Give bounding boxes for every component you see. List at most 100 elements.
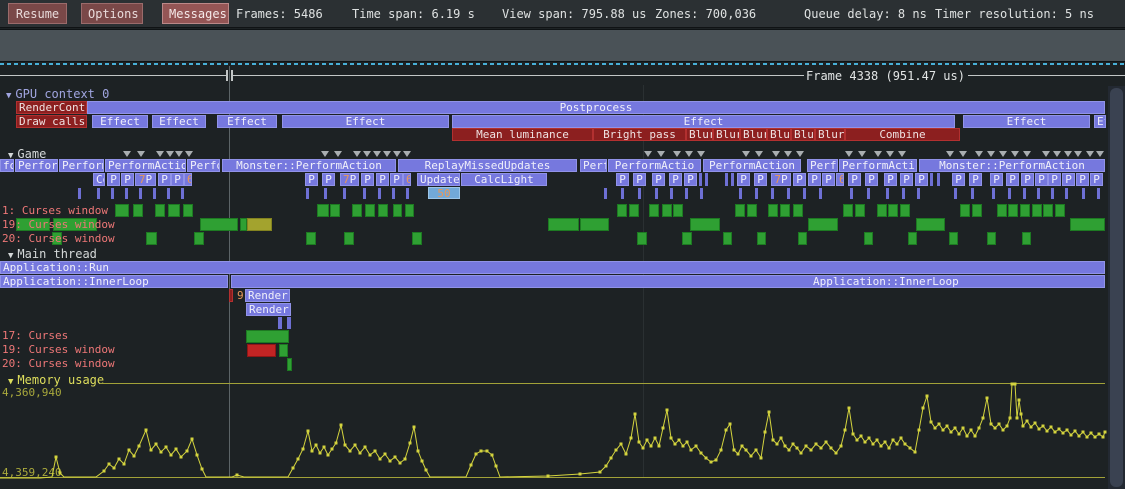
message-marker-icon[interactable]	[673, 151, 681, 157]
zone[interactable]: P	[1076, 173, 1089, 186]
fiber-zone[interactable]	[1032, 204, 1042, 217]
fiber-zone[interactable]	[1008, 204, 1018, 217]
fiber-zone[interactable]	[808, 218, 838, 231]
collapsed-zone-tick[interactable]	[229, 289, 233, 302]
collapsed-zone-tick[interactable]	[699, 173, 702, 186]
zone[interactable]: Effect	[282, 115, 449, 128]
fiber-zone[interactable]	[1055, 204, 1065, 217]
zone[interactable]: P	[808, 173, 821, 186]
zone[interactable]: CalcLight	[461, 173, 547, 186]
zone[interactable]: P	[376, 173, 389, 186]
collapsed-zone-tick[interactable]	[278, 317, 282, 329]
message-marker-icon[interactable]	[1053, 151, 1061, 157]
message-marker-icon[interactable]	[393, 151, 401, 157]
message-marker-icon[interactable]	[755, 151, 763, 157]
collapsed-zone-tick[interactable]	[378, 188, 381, 199]
collapsed-zone-tick[interactable]	[1097, 188, 1100, 199]
zone[interactable]: P	[952, 173, 965, 186]
collapsed-zone-tick[interactable]	[139, 188, 142, 199]
zone[interactable]: PerformActio	[608, 159, 701, 172]
collapsed-zone-tick[interactable]	[731, 173, 734, 186]
fiber-zone[interactable]	[1070, 218, 1105, 231]
zone[interactable]: PerformActior	[105, 159, 186, 172]
message-marker-icon[interactable]	[1086, 151, 1094, 157]
message-marker-icon[interactable]	[1023, 151, 1031, 157]
collapsed-zone-tick[interactable]	[604, 188, 607, 199]
zone[interactable]: 7P	[135, 173, 156, 186]
zone[interactable]: P	[793, 173, 806, 186]
collapsed-zone-tick[interactable]	[655, 188, 658, 199]
zone[interactable]: P	[969, 173, 982, 186]
zone[interactable]: 7P	[771, 173, 791, 186]
ruler-line[interactable]	[233, 75, 804, 76]
collapsed-zone-tick[interactable]	[97, 188, 100, 199]
collapsed-zone-tick[interactable]	[685, 188, 688, 199]
zone[interactable]: P	[1006, 173, 1019, 186]
fiber-zone[interactable]	[548, 218, 579, 231]
collapsed-zone-tick[interactable]	[111, 188, 114, 199]
collapsed-zone-tick[interactable]	[803, 188, 806, 199]
message-marker-icon[interactable]	[946, 151, 954, 157]
ruler-line[interactable]	[968, 75, 1125, 76]
zone[interactable]: P	[1048, 173, 1061, 186]
zone[interactable]: 6	[403, 173, 411, 186]
zone[interactable]: Combine	[845, 128, 960, 141]
collapsed-zone-tick[interactable]	[917, 188, 920, 199]
message-marker-icon[interactable]	[123, 151, 131, 157]
message-marker-icon[interactable]	[999, 151, 1007, 157]
zone[interactable]: Effect	[963, 115, 1090, 128]
zone[interactable]: P	[848, 173, 861, 186]
zone[interactable]: Effect	[92, 115, 148, 128]
zone[interactable]: 50	[428, 187, 460, 199]
message-marker-icon[interactable]	[784, 151, 792, 157]
zone[interactable]: P	[171, 173, 184, 186]
zone[interactable]: Monster::PerformAction	[919, 159, 1105, 172]
collapsed-zone-tick[interactable]	[1023, 188, 1026, 199]
frames-overview-bar[interactable]	[0, 29, 1125, 62]
fiber-zone[interactable]	[908, 232, 917, 245]
fiber-zone[interactable]	[888, 204, 898, 217]
fiber-zone[interactable]	[987, 232, 996, 245]
zone[interactable]: P	[361, 173, 374, 186]
fiber-zone-blocked[interactable]	[247, 344, 276, 357]
zone[interactable]: Perfoi	[187, 159, 220, 172]
fiber-zone[interactable]	[916, 218, 945, 231]
fiber-zone[interactable]	[146, 232, 157, 245]
ruler-line[interactable]	[0, 75, 226, 76]
message-marker-icon[interactable]	[772, 151, 780, 157]
memory-usage-header[interactable]: ▼ Memory usage	[8, 373, 105, 387]
fiber-zone[interactable]	[344, 232, 354, 245]
message-marker-icon[interactable]	[975, 151, 983, 157]
collapsed-zone-tick[interactable]	[1082, 188, 1085, 199]
fiber-zone[interactable]	[52, 232, 62, 245]
collapsed-zone-tick[interactable]	[392, 188, 395, 199]
fiber-zone[interactable]	[580, 218, 609, 231]
fiber-zone[interactable]	[768, 204, 778, 217]
collapsed-zone-tick[interactable]	[954, 188, 957, 199]
collapsed-zone-tick[interactable]	[930, 173, 933, 186]
message-marker-icon[interactable]	[657, 151, 665, 157]
message-marker-icon[interactable]	[185, 151, 193, 157]
fiber-zone-waiting[interactable]	[247, 218, 272, 231]
fiber-zone[interactable]	[168, 204, 180, 217]
thread-label[interactable]: 19: Curses window	[2, 218, 115, 231]
message-marker-icon[interactable]	[1064, 151, 1072, 157]
collapsed-zone-tick[interactable]	[739, 188, 742, 199]
zone[interactable]: P	[865, 173, 878, 186]
collapsed-zone-tick[interactable]	[306, 188, 309, 199]
fiber-zone[interactable]	[183, 204, 193, 217]
zone[interactable]: P	[121, 173, 134, 186]
message-marker-icon[interactable]	[334, 151, 342, 157]
fiber-zone[interactable]	[855, 204, 865, 217]
zone[interactable]: P	[158, 173, 171, 186]
zone-application-run[interactable]: Application::Run	[0, 261, 1105, 274]
collapsed-zone-tick[interactable]	[850, 188, 853, 199]
collapsed-zone-tick[interactable]	[886, 188, 889, 199]
gpu-context-header[interactable]: ▼ GPU context 0	[6, 87, 110, 101]
zone[interactable]: Blur	[815, 128, 845, 141]
options-button[interactable]: Options	[81, 3, 143, 24]
zone[interactable]: Blur	[713, 128, 740, 141]
message-marker-icon[interactable]	[166, 151, 174, 157]
fiber-zone[interactable]	[133, 204, 143, 217]
zone[interactable]: Draw calls	[16, 115, 87, 128]
